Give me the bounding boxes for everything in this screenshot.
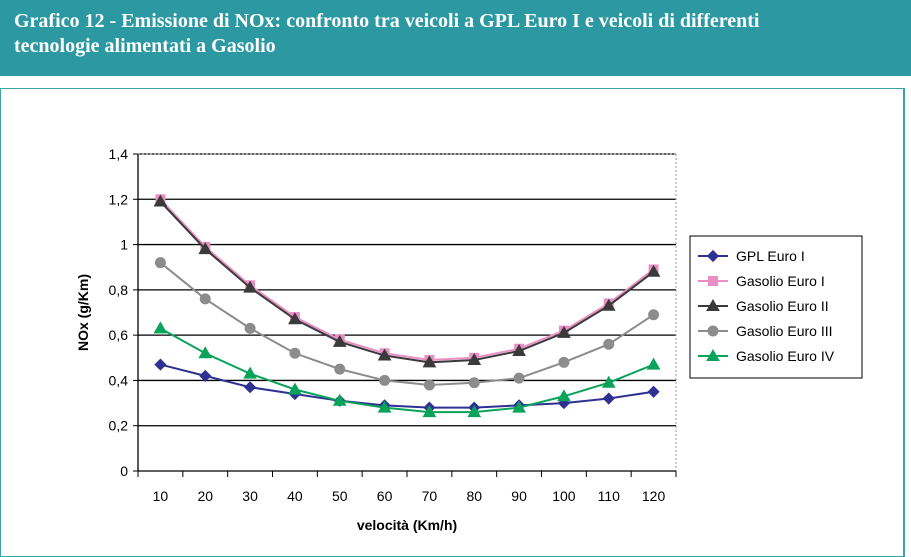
data-point: [558, 356, 570, 368]
x-tick-label: 40: [287, 488, 303, 504]
data-point: [377, 400, 392, 413]
chart-title-line-1: Grafico 12 - Emissione di NOx: confronto…: [14, 10, 760, 32]
data-point: [601, 375, 616, 388]
data-point: [288, 382, 302, 395]
data-point: [422, 405, 437, 418]
legend: GPL Euro I Gasolio Euro I Gasolio Euro II G…: [689, 235, 863, 379]
y-tick-label: 1,4: [109, 146, 129, 162]
data-point: [468, 377, 480, 389]
data-point: [512, 400, 526, 413]
data-point: [647, 385, 660, 398]
data-point: [198, 346, 213, 359]
data-point: [646, 357, 661, 370]
series-gasolio-euro-iv: [153, 321, 661, 418]
y-tick-label: 0,2: [109, 418, 129, 434]
series-gasolio-euro-ii: [153, 194, 661, 368]
legend-label: Gasolio Euro II: [736, 298, 829, 314]
x-tick-label: 120: [642, 488, 666, 504]
x-tick-label: 70: [422, 488, 438, 504]
data-point: [648, 309, 660, 321]
data-point: [422, 355, 437, 368]
x-tick-label: 90: [511, 488, 527, 504]
legend-marker: [706, 348, 720, 361]
data-point: [198, 242, 213, 255]
data-point: [557, 389, 571, 402]
data-point: [199, 293, 211, 305]
data-point: [379, 374, 391, 386]
series-gpl-euro-i: [154, 358, 660, 414]
y-axis-title: NOx (g/Km): [75, 274, 91, 351]
x-tick-label: 10: [153, 488, 169, 504]
legend-marker: [707, 325, 719, 337]
legend-label: Gasolio Euro IV: [736, 348, 835, 364]
data-point: [199, 369, 212, 382]
data-point: [646, 264, 661, 277]
y-tick-label: 0: [120, 463, 128, 479]
legend-marker: [706, 249, 720, 263]
x-tick-label: 80: [466, 488, 482, 504]
data-point: [603, 338, 615, 350]
data-point: [467, 405, 482, 418]
legend-marker: [708, 276, 718, 286]
legend-label: Gasolio Euro III: [736, 323, 833, 339]
data-point: [243, 366, 257, 379]
data-point: [602, 392, 615, 405]
data-point: [154, 358, 167, 371]
data-point: [334, 363, 346, 375]
x-axis-title: velocità (Km/h): [357, 517, 457, 533]
series-line: [159, 200, 655, 364]
data-point: [244, 381, 257, 394]
y-tick-label: 1,2: [109, 191, 129, 207]
y-tick-label: 0,8: [109, 282, 129, 298]
x-tick-label: 20: [197, 488, 213, 504]
x-tick-label: 30: [242, 488, 258, 504]
data-point: [153, 321, 168, 334]
data-point: [332, 393, 347, 406]
legend-label: GPL Euro I: [736, 248, 805, 264]
data-point: [377, 348, 392, 361]
data-point: [289, 347, 301, 359]
data-point: [601, 298, 616, 311]
legend-label: Gasolio Euro I: [736, 273, 825, 289]
series-line: [159, 198, 655, 362]
data-point: [512, 343, 526, 356]
series-line: [160, 363, 654, 409]
data-point: [467, 353, 482, 366]
x-tick-label: 100: [552, 488, 576, 504]
data-point: [288, 312, 302, 325]
series-line: [159, 261, 655, 386]
series-gasolio-euro-iii: [154, 257, 660, 391]
x-tick-label: 50: [332, 488, 348, 504]
chart-title-line-2: tecnologie alimentati a Gasolio: [14, 35, 276, 57]
data-point: [513, 372, 525, 384]
data-point: [154, 257, 166, 269]
y-tick-label: 1: [120, 237, 128, 253]
data-point: [153, 194, 168, 207]
series-line: [159, 327, 654, 414]
x-tick-label: 60: [377, 488, 393, 504]
x-tick-label: 110: [598, 488, 621, 504]
data-point: [243, 280, 257, 293]
data-point: [332, 334, 347, 347]
legend-marker: [706, 298, 720, 311]
chart-title-banner: Grafico 12 - Emissione di NOx: confronto…: [0, 0, 911, 76]
y-tick-label: 0,4: [109, 372, 129, 388]
y-tick-label: 0,6: [109, 327, 129, 343]
data-point: [557, 325, 571, 338]
series-gasolio-euro-i: [155, 194, 659, 366]
data-point: [423, 379, 435, 391]
data-point: [244, 322, 256, 334]
